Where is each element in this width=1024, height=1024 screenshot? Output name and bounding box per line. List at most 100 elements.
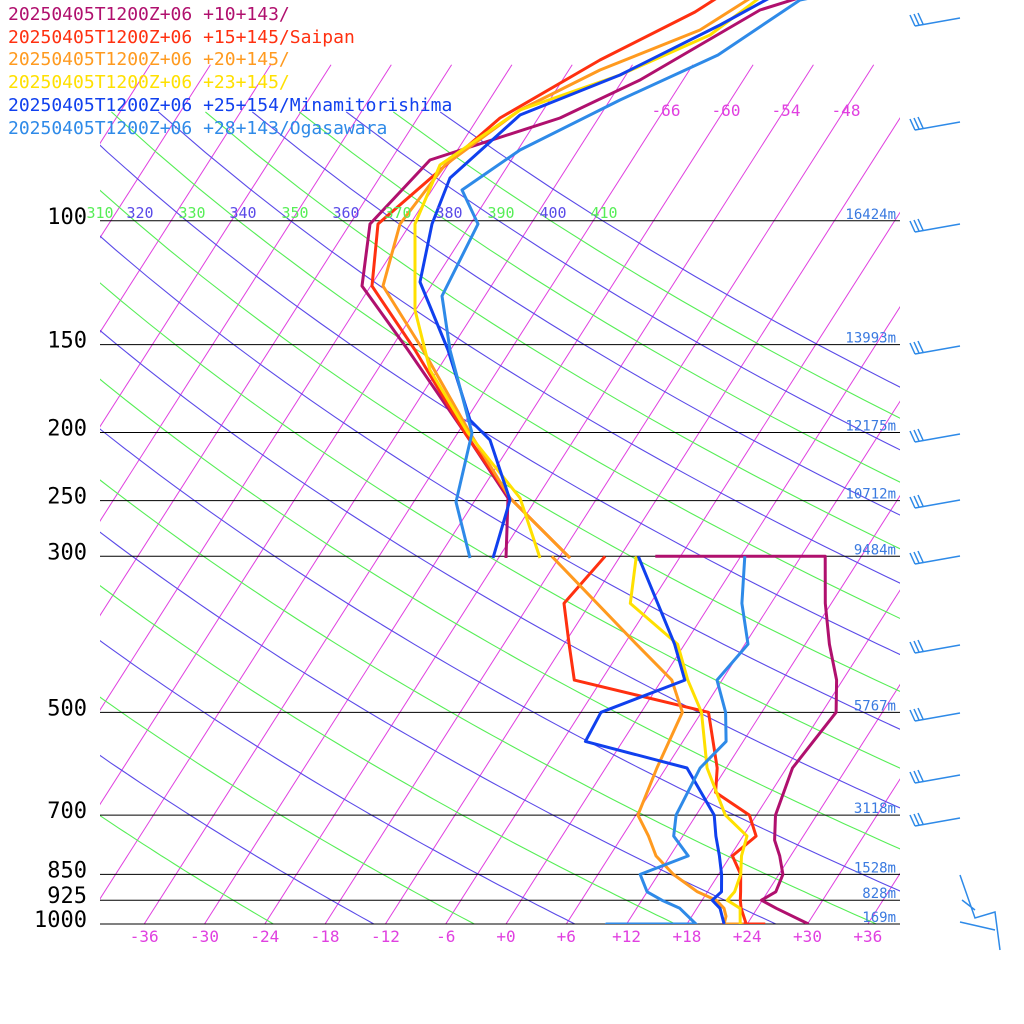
dry-adiabat <box>100 479 877 924</box>
series-line-upper-5 <box>440 0 808 559</box>
sounding-profiles <box>360 0 839 924</box>
pressure-label: 250 <box>47 485 87 510</box>
theta-label: 390 <box>487 204 514 222</box>
dry-adiabat <box>100 189 900 692</box>
pressure-label: 700 <box>47 799 87 824</box>
series-line-upper-2 <box>381 0 751 560</box>
series-line-3 <box>628 556 749 924</box>
dry-adiabat <box>100 378 900 850</box>
x-tick-label: +18 <box>672 927 701 946</box>
pressure-label: 925 <box>47 884 87 909</box>
wind-barb <box>959 874 1001 951</box>
isotherm-line <box>100 64 211 239</box>
isotherm-line <box>384 117 900 924</box>
height-label: 10712m <box>845 487 896 503</box>
height-label: 828m <box>862 886 896 902</box>
isotherm-label: -60 <box>712 101 741 120</box>
wind-barb <box>909 769 961 784</box>
isotherm-label: -48 <box>832 101 861 120</box>
height-label: 9484m <box>854 542 896 558</box>
x-tick-label: -12 <box>371 927 400 946</box>
x-tick-label: +24 <box>733 927 762 946</box>
isotherm-line <box>204 64 754 924</box>
isotherm-line <box>100 64 332 428</box>
isotherm-line <box>626 494 900 924</box>
dry-adiabat <box>100 585 676 924</box>
isotherm-line <box>0 65 30 924</box>
x-tick-label: -36 <box>130 927 159 946</box>
x-tick-label: +36 <box>853 927 882 946</box>
isotherm-line <box>686 589 900 924</box>
dry-adiabat <box>111 111 900 620</box>
isotherm-line <box>100 64 453 617</box>
dry-adiabat <box>100 282 900 769</box>
isotherm-line <box>143 64 694 924</box>
pressure-label: 100 <box>47 205 87 230</box>
height-label: 3118m <box>854 801 896 817</box>
theta-label: 350 <box>281 204 308 222</box>
legend-item: 20250405T1200Z+06 +15+145/Saipan <box>8 26 355 48</box>
wind-barb <box>909 707 961 722</box>
x-tick-label: +0 <box>496 927 515 946</box>
isotherm-line <box>505 306 900 924</box>
wind-barb <box>909 639 961 654</box>
theta-label: 320 <box>126 204 153 222</box>
legend-item: 20250405T1200Z+06 +10+143/ <box>8 4 290 25</box>
pressure-label: 850 <box>47 858 87 883</box>
height-label: 5767m <box>854 698 896 714</box>
series-line-0 <box>655 554 839 924</box>
dry-adiabat <box>100 531 777 924</box>
wind-barbs <box>909 12 1001 951</box>
isotherm-line <box>928 65 1024 924</box>
wind-barb <box>909 812 961 827</box>
height-label: 16424m <box>845 207 896 223</box>
dry-adiabat <box>100 144 900 656</box>
legend: 20250405T1200Z+06 +10+143/ 20250405T1200… <box>8 4 452 140</box>
x-tick-label: +12 <box>612 927 641 946</box>
isotherm-line <box>100 64 272 334</box>
theta-label: 400 <box>539 204 566 222</box>
pressure-label: 500 <box>47 696 87 721</box>
pressure-label: 200 <box>47 416 87 441</box>
series-line-4 <box>583 555 726 924</box>
wind-barb <box>909 12 961 27</box>
dry-adiabat <box>100 814 274 924</box>
dry-adiabat <box>100 696 475 924</box>
series-line-5 <box>605 556 750 924</box>
wind-barb <box>909 116 961 131</box>
legend-item: 20250405T1200Z+06 +25+154/Minamitorishim… <box>8 94 453 116</box>
dry-adiabat <box>158 111 900 584</box>
dry-adiabat <box>345 111 900 451</box>
theta-label: 380 <box>435 204 462 222</box>
series-line-upper-3 <box>413 0 760 559</box>
dry-adiabat <box>100 428 900 892</box>
pressure-label: 1000 <box>34 908 87 933</box>
isotherm-line <box>445 211 900 924</box>
theta-label: 340 <box>229 204 256 222</box>
isotherm-grid <box>0 64 1024 924</box>
dry-adiabat <box>100 754 375 924</box>
wind-barb <box>909 494 961 509</box>
x-tick-label: -30 <box>190 927 219 946</box>
isotherm-line <box>746 683 900 924</box>
dry-adiabat <box>205 111 900 550</box>
theta-label: 360 <box>332 204 359 222</box>
dry-adiabat <box>100 640 576 924</box>
isotherm-line <box>264 64 814 924</box>
x-tick-label: -24 <box>250 927 279 946</box>
x-tick-label: +30 <box>793 927 822 946</box>
pressure-label: 150 <box>47 329 87 354</box>
x-tick-label: +6 <box>557 927 576 946</box>
pressure-label: 300 <box>47 540 87 565</box>
legend-item: 20250405T1200Z+06 +28+143/Ogasawara <box>8 117 388 139</box>
isotherm-line <box>100 64 392 522</box>
height-label: 1528m <box>854 860 896 876</box>
height-label: 13993m <box>845 331 896 347</box>
isotherm-line <box>324 64 875 924</box>
series-line-upper-4 <box>418 0 769 559</box>
pressure-level-lines <box>100 220 900 925</box>
wind-barb <box>909 340 961 355</box>
wind-barb <box>909 218 961 233</box>
theta-label: 410 <box>590 204 617 222</box>
